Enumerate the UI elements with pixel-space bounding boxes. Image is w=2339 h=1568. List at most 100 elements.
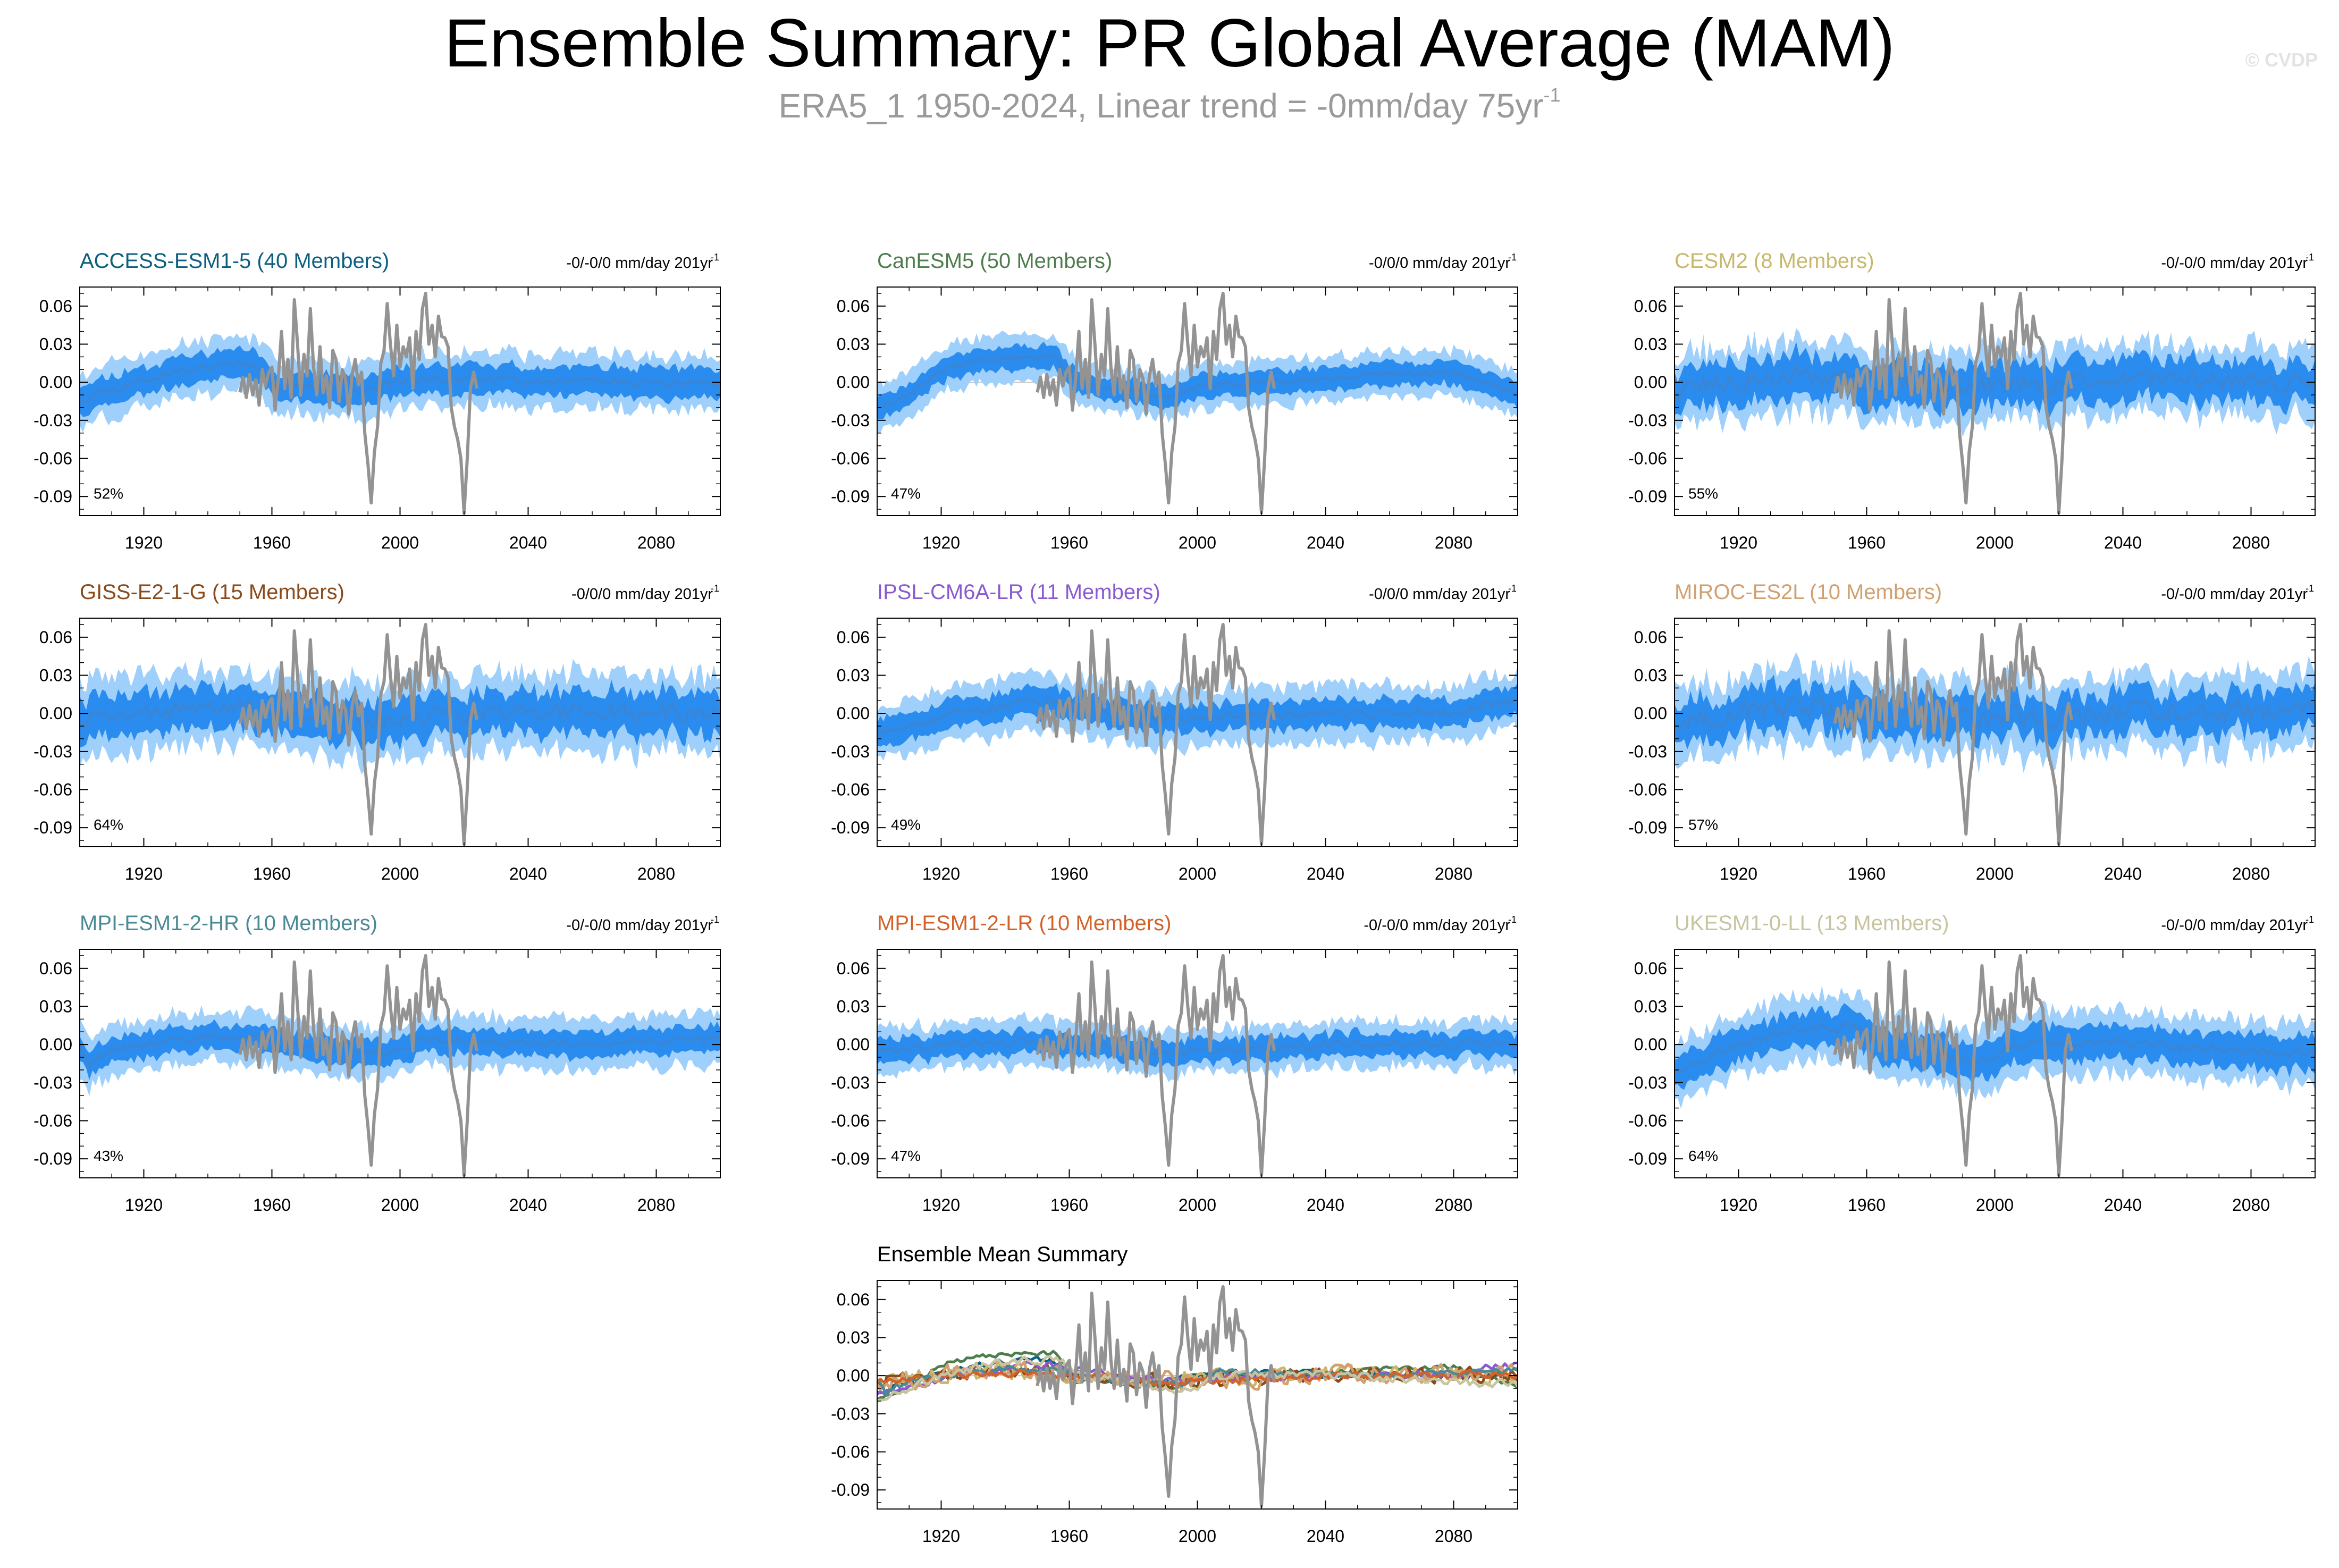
x-tick-label: 2080 bbox=[1435, 1195, 1473, 1215]
x-tick-label: 2040 bbox=[1307, 1195, 1344, 1215]
panel-trend-label: -0/-0/0 mm/day 201yr bbox=[1364, 917, 1510, 934]
x-tick-label: 2080 bbox=[2232, 533, 2270, 552]
y-tick-label: 0.00 bbox=[39, 704, 72, 723]
y-tick-label: -0.09 bbox=[831, 1480, 870, 1499]
x-tick-label: 2040 bbox=[1307, 533, 1344, 552]
plot-frame bbox=[877, 1280, 1518, 1510]
observations-line bbox=[1833, 291, 2074, 515]
panel-percentage: 64% bbox=[94, 816, 123, 833]
y-tick-label: 0.03 bbox=[1634, 997, 1667, 1016]
y-tick-label: -0.03 bbox=[1628, 1073, 1667, 1092]
x-tick-label: 2000 bbox=[1976, 533, 2014, 552]
panel-trend-superscript: -1 bbox=[2306, 252, 2314, 263]
y-tick-label: 0.03 bbox=[1634, 335, 1667, 354]
plot-area bbox=[80, 291, 720, 515]
x-tick-label: 1960 bbox=[253, 1195, 291, 1215]
ensemble-inner-band bbox=[877, 1026, 1518, 1068]
ensemble-mean-line bbox=[877, 353, 1518, 410]
y-tick-label: -0.03 bbox=[1628, 411, 1667, 430]
y-tick-label: 0.03 bbox=[837, 666, 870, 685]
panel-trend-superscript: -1 bbox=[711, 583, 719, 594]
panel-trend-label: -0/0/0 mm/day 201yr bbox=[1369, 255, 1510, 272]
y-tick-label: 0.03 bbox=[837, 997, 870, 1016]
y-tick-label: 0.00 bbox=[1634, 1035, 1667, 1054]
ensemble-mean-line bbox=[877, 696, 1518, 736]
ensemble-inner-band bbox=[877, 683, 1518, 747]
panel-title: IPSL-CM6A-LR (11 Members) bbox=[877, 580, 1160, 604]
y-tick-label: -0.03 bbox=[33, 1073, 72, 1092]
panel-7: MPI-ESM1-2-LR (10 Members) -0/-0/0 mm/day… bbox=[831, 912, 1518, 1215]
plot-area bbox=[877, 291, 1518, 515]
panel-trend-label: -0/-0/0 mm/day 201yr bbox=[2161, 586, 2308, 603]
plot-area bbox=[1675, 622, 2315, 846]
x-tick-label: 2080 bbox=[2232, 864, 2270, 883]
x-tick-label: 1920 bbox=[1720, 1195, 1757, 1215]
y-tick-label: 0.00 bbox=[837, 704, 870, 723]
y-tick-label: 0.06 bbox=[39, 959, 72, 978]
y-tick-label: -0.09 bbox=[1628, 487, 1667, 506]
y-tick-label: -0.06 bbox=[1628, 449, 1667, 468]
panel-trend-label: -0/0/0 mm/day 201yr bbox=[571, 586, 713, 603]
y-tick-label: -0.03 bbox=[831, 411, 870, 430]
subtitle-superscript: -1 bbox=[1543, 84, 1561, 106]
y-tick-label: 0.06 bbox=[837, 628, 870, 647]
panel-percentage: 47% bbox=[891, 485, 921, 502]
panel-percentage: 57% bbox=[1688, 816, 1718, 833]
panel-title: CanESM5 (50 Members) bbox=[877, 249, 1112, 273]
y-tick-label: -0.03 bbox=[33, 742, 72, 761]
y-tick-label: -0.03 bbox=[33, 411, 72, 430]
panel-percentage: 55% bbox=[1688, 485, 1718, 502]
y-tick-label: 0.06 bbox=[837, 959, 870, 978]
y-tick-label: 0.03 bbox=[39, 997, 72, 1016]
panel-trend-label: -0/-0/0 mm/day 201yr bbox=[2161, 917, 2308, 934]
observations-line bbox=[1833, 622, 2074, 846]
panel-trend-label: -0/0/0 mm/day 201yr bbox=[1369, 586, 1510, 603]
x-tick-label: 2040 bbox=[1307, 1527, 1344, 1546]
y-tick-label: 0.06 bbox=[837, 297, 870, 316]
figure-title: Ensemble Summary: PR Global Average (MAM… bbox=[444, 5, 1895, 81]
y-tick-label: 0.03 bbox=[1634, 666, 1667, 685]
plot-area bbox=[877, 954, 1518, 1177]
x-tick-label: 2000 bbox=[1179, 533, 1216, 552]
x-tick-label: 2040 bbox=[509, 864, 547, 883]
panel-title: MIROC-ES2L (10 Members) bbox=[1675, 580, 1942, 604]
plot-area bbox=[877, 1285, 1518, 1508]
panel-trend-superscript: -1 bbox=[1508, 914, 1517, 925]
model-mean-line bbox=[877, 1355, 1518, 1402]
x-tick-label: 2000 bbox=[381, 864, 419, 883]
x-tick-label: 2080 bbox=[637, 533, 675, 552]
model-mean-line bbox=[877, 1369, 1518, 1387]
y-tick-label: -0.09 bbox=[33, 818, 72, 837]
observations-line bbox=[1036, 291, 1276, 515]
panel-percentage: 49% bbox=[891, 816, 921, 833]
x-tick-label: 1920 bbox=[1720, 864, 1757, 883]
x-tick-label: 1920 bbox=[125, 864, 163, 883]
panel-trend-superscript: -1 bbox=[711, 914, 719, 925]
plot-area bbox=[80, 954, 720, 1177]
panel-title: MPI-ESM1-2-HR (10 Members) bbox=[80, 912, 377, 935]
y-tick-label: -0.09 bbox=[33, 487, 72, 506]
x-tick-label: 1960 bbox=[1050, 533, 1088, 552]
panel-percentage: 47% bbox=[891, 1148, 921, 1164]
x-tick-label: 2000 bbox=[1179, 1527, 1216, 1546]
panel-9: Ensemble Mean Summary 0.06 0.03 0.00 -0.03 -0… bbox=[831, 1243, 1518, 1546]
panel-title: CESM2 (8 Members) bbox=[1675, 249, 1874, 273]
y-tick-label: -0.09 bbox=[1628, 818, 1667, 837]
x-tick-label: 1960 bbox=[1848, 1195, 1886, 1215]
x-tick-label: 2000 bbox=[381, 533, 419, 552]
x-tick-label: 2080 bbox=[637, 864, 675, 883]
ensemble-mean-line bbox=[80, 359, 720, 403]
x-tick-label: 2040 bbox=[2104, 1195, 2142, 1215]
panel-title: ACCESS-ESM1-5 (40 Members) bbox=[80, 249, 389, 273]
y-tick-label: -0.06 bbox=[831, 1111, 870, 1131]
y-tick-label: -0.06 bbox=[33, 449, 72, 468]
panel-4: IPSL-CM6A-LR (11 Members) -0/0/0 mm/day 2… bbox=[831, 580, 1518, 883]
panel-trend-label: -0/-0/0 mm/day 201yr bbox=[2161, 255, 2308, 272]
x-tick-label: 2080 bbox=[1435, 864, 1473, 883]
ensemble-mean-line bbox=[877, 1037, 1518, 1058]
panel-trend-superscript: -1 bbox=[2306, 914, 2314, 925]
y-tick-label: 0.00 bbox=[1634, 373, 1667, 392]
ensemble-inner-band bbox=[1675, 1003, 2315, 1090]
y-tick-label: 0.00 bbox=[837, 373, 870, 392]
panel-5: MIROC-ES2L (10 Members) -0/-0/0 mm/day 20… bbox=[1628, 580, 2316, 883]
